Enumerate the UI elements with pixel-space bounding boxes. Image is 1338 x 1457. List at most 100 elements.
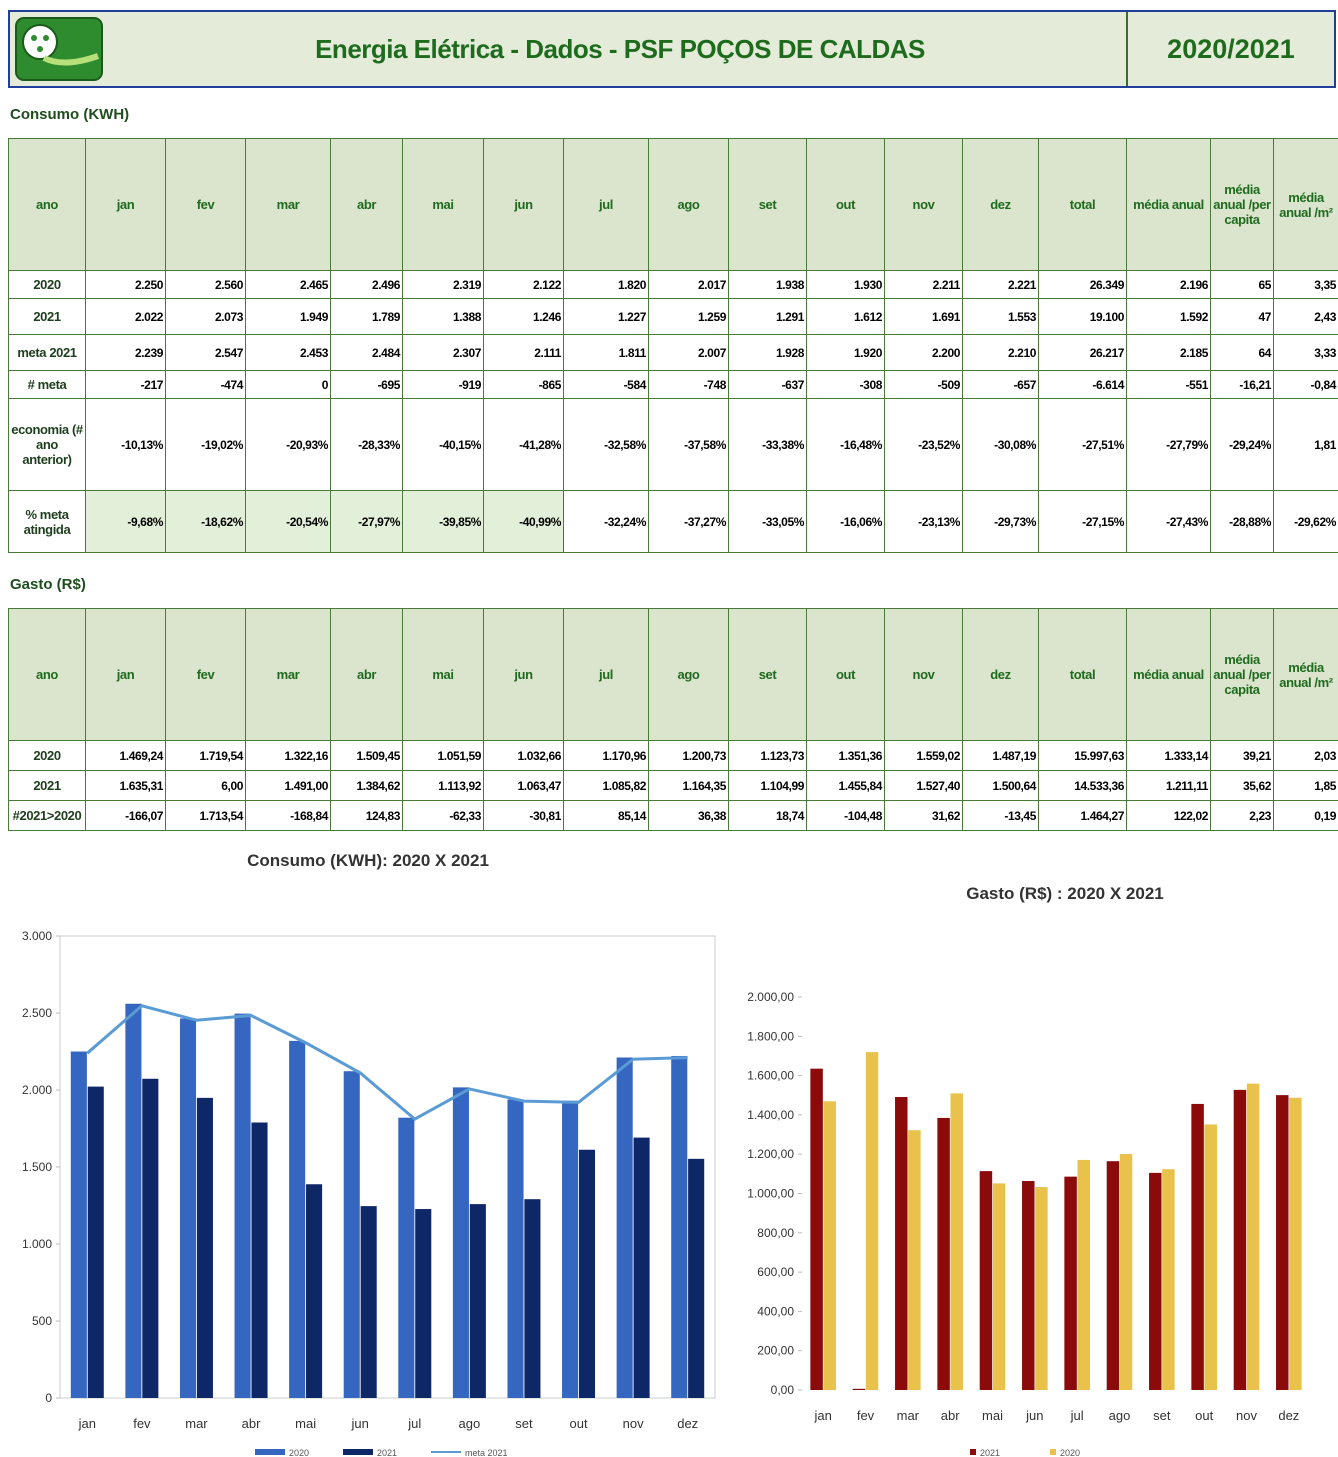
cell: 65 — [1210, 270, 1274, 299]
bar — [1077, 1159, 1090, 1390]
cell: 2021 — [8, 298, 86, 335]
cell: set — [728, 138, 807, 271]
cell: 3,33 — [1273, 334, 1338, 371]
bar — [1149, 1172, 1162, 1390]
cell: -29,24% — [1210, 398, 1274, 491]
legend-swatch — [970, 1449, 976, 1455]
row: #2021>2020 -166,07 1.713,54 -168,84 124,83 -6… — [8, 800, 1338, 831]
cell: média anual /per capita — [1210, 608, 1274, 741]
cell: 1.469,24 — [85, 740, 166, 771]
cell: 2.547 — [165, 334, 246, 371]
bar — [1064, 1176, 1077, 1390]
cell: jul — [563, 138, 649, 271]
cell: média anual — [1126, 138, 1211, 271]
cell: -30,08% — [962, 398, 1039, 491]
cell: 1.553 — [962, 298, 1039, 335]
bar — [852, 1388, 866, 1390]
bar — [398, 1117, 415, 1398]
cell: 2,23 — [1210, 800, 1274, 831]
x-tick-label: set — [515, 1416, 533, 1431]
bar — [1204, 1124, 1217, 1390]
y-tick-label: 2.000 — [22, 1083, 52, 1097]
cell: 36,38 — [648, 800, 729, 831]
row: 2020 1.469,24 1.719,54 1.322,16 1.509,45 1.05… — [8, 740, 1338, 771]
x-tick-label: fev — [857, 1408, 875, 1423]
cell: fev — [165, 138, 246, 271]
cell: -19,02% — [165, 398, 246, 491]
cell: -33,05% — [728, 490, 807, 553]
cell: 1.691 — [884, 298, 963, 335]
cell: 2.022 — [85, 298, 166, 335]
cell: 64 — [1210, 334, 1274, 371]
cell: 1.085,82 — [563, 770, 649, 801]
cell: 1.949 — [245, 298, 331, 335]
legend-label: 2021 — [377, 1448, 397, 1457]
cell: abr — [330, 138, 403, 271]
cell: 2.196 — [1126, 270, 1211, 299]
cell: 2.221 — [962, 270, 1039, 299]
y-tick-label: 500 — [32, 1314, 52, 1328]
chart-title: Consumo (KWH): 2020 X 2021 — [247, 851, 489, 870]
cell: out — [806, 138, 885, 271]
x-tick-label: dez — [1278, 1408, 1299, 1423]
cell: -695 — [330, 370, 403, 399]
cell: 1,81 — [1273, 398, 1338, 491]
y-tick-label: 1.400,00 — [747, 1108, 794, 1122]
cell: -28,88% — [1210, 490, 1274, 553]
bar — [992, 1183, 1006, 1390]
row: % meta atingida -9,68% -18,62% -20,54% -27,9… — [8, 490, 1338, 553]
bar — [179, 1018, 197, 1398]
cell: 2.484 — [330, 334, 403, 371]
cell: -6.614 — [1038, 370, 1127, 399]
header-row: ano jan fev mar abr mai jun jul ago set out nov dez t… — [8, 138, 1338, 271]
cell: -27,97% — [330, 490, 403, 553]
cell: 19.100 — [1038, 298, 1127, 335]
y-tick-label: 1.200,00 — [747, 1147, 794, 1161]
cell: 2.200 — [884, 334, 963, 371]
cell: -27,79% — [1126, 398, 1211, 491]
bar — [469, 1204, 486, 1398]
x-tick-label: mai — [982, 1408, 1003, 1423]
bar — [616, 1057, 633, 1398]
cell: 1.491,00 — [245, 770, 331, 801]
cell: -13,45 — [962, 800, 1039, 831]
cell: 1.246 — [483, 298, 564, 335]
bar — [1119, 1154, 1133, 1390]
chart-title: Gasto (R$) : 2020 X 2021 — [966, 884, 1163, 903]
cell: 1,85 — [1273, 770, 1338, 801]
cell: -104,48 — [806, 800, 885, 831]
cell: ano — [8, 138, 86, 271]
cell: 1.928 — [728, 334, 807, 371]
bar — [823, 1101, 836, 1390]
cell: 2.211 — [884, 270, 963, 299]
cell: -37,27% — [648, 490, 729, 553]
cell: -30,81 — [483, 800, 564, 831]
cell: -9,68% — [85, 490, 166, 553]
cell: 1.635,31 — [85, 770, 166, 801]
cell: 1.464,27 — [1038, 800, 1127, 831]
bar — [125, 1003, 142, 1398]
cell: #2021>2020 — [8, 800, 86, 831]
cell: abr — [330, 608, 403, 741]
cell: 2.122 — [483, 270, 564, 299]
cell: -62,33 — [402, 800, 484, 831]
cell: meta 2021 — [8, 334, 86, 371]
cell: -16,21 — [1210, 370, 1274, 399]
bar — [1233, 1089, 1247, 1390]
cell: -16,06% — [806, 490, 885, 553]
cell: -33,38% — [728, 398, 807, 491]
cell: 124,83 — [330, 800, 403, 831]
cell: 1.259 — [648, 298, 729, 335]
cell: 1.170,96 — [563, 740, 649, 771]
cell: 2020 — [8, 740, 86, 771]
bar — [1276, 1095, 1289, 1390]
x-tick-label: jun — [351, 1416, 369, 1431]
cell: 1.211,11 — [1126, 770, 1211, 801]
gasto-chart: Gasto (R$) : 2020 X 2021 0,00 200,00 400,00… — [747, 884, 1302, 1457]
line — [86, 1004, 688, 1121]
cell: 2.496 — [330, 270, 403, 299]
cell: -29,62% — [1273, 490, 1338, 553]
cell: 1.509,45 — [330, 740, 403, 771]
cell: média anual /per capita — [1210, 138, 1274, 271]
